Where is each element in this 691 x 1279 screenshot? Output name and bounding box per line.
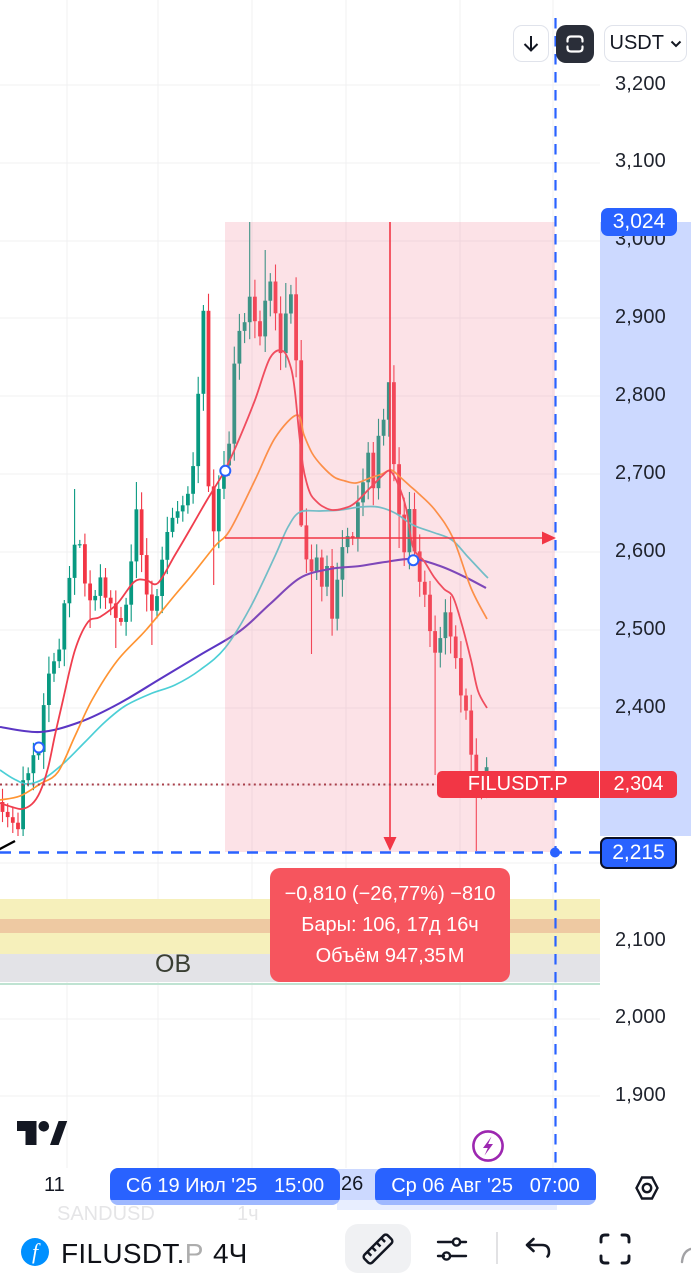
svg-text:OB: OB [155, 950, 191, 978]
